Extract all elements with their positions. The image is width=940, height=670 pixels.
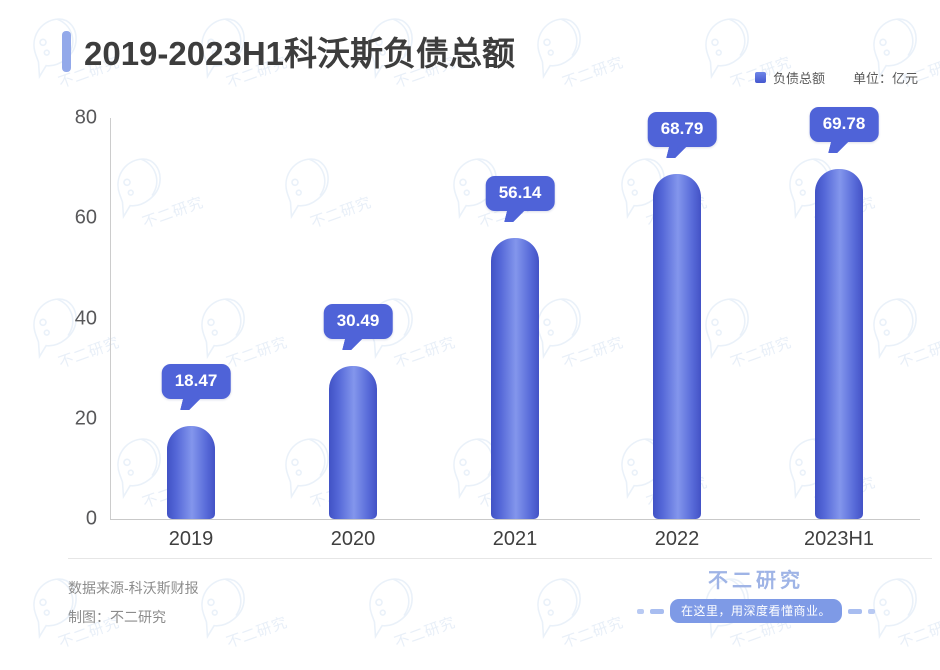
legend-swatch-icon: [754, 72, 766, 83]
bar-2021[interactable]: [491, 237, 539, 519]
data-label-2021: 56.14: [485, 175, 555, 211]
x-tick-label-2022: 2022: [654, 528, 700, 550]
legend-unit-label: 单位：亿元: [852, 71, 918, 86]
y-tick-label: 80: [74, 106, 97, 129]
data-label-2023H1: 69.78: [809, 107, 879, 143]
chart-legend: 负债总额 单位：亿元: [754, 68, 918, 87]
brand-tagline-row: 在这里，用深度看懂商业。: [637, 599, 876, 623]
chart-footer: 数据来源-科沃斯财报 制图：不二研究 不二研究 在这里，用深度看懂商业。: [0, 558, 940, 644]
x-axis-line: [110, 519, 920, 520]
x-tick-label-2019: 2019: [168, 528, 214, 550]
footer-divider: [68, 558, 932, 559]
footer-author-note: 制图：不二研究: [68, 609, 166, 625]
brand-dash-right2-icon: [868, 608, 876, 614]
legend-series-label: 负债总额: [772, 71, 825, 86]
page-title: 2019-2023H1科沃斯负债总额: [84, 35, 515, 72]
y-tick-label: 40: [74, 307, 97, 329]
brand-tagline: 在这里，用深度看懂商业。: [670, 599, 843, 623]
x-tick-label-2020: 2020: [330, 528, 376, 550]
bar-2019[interactable]: [167, 426, 215, 519]
brand-name: 不二研究: [708, 570, 804, 592]
y-axis-line: [110, 118, 111, 520]
bar-2023H1[interactable]: [815, 169, 863, 519]
data-label-2022: 68.79: [647, 112, 717, 148]
bar-2020[interactable]: [329, 366, 377, 519]
data-label-2019: 18.47: [161, 364, 231, 400]
brand-dash-left-icon: [637, 608, 644, 614]
y-tick-label: 0: [85, 507, 97, 530]
legend-item-series: 负债总额: [754, 68, 825, 87]
brand-dash-left2-icon: [650, 608, 664, 614]
title-accent-bar: [62, 31, 71, 72]
brand-dash-right-icon: [848, 608, 863, 614]
chart-header: 2019-2023H1科沃斯负债总额 负债总额 单位：亿元: [0, 0, 940, 100]
data-label-2020: 30.49: [323, 304, 393, 340]
x-tick-label-2023H1: 2023H1: [803, 528, 875, 550]
brand-logo: 不二研究 在这里，用深度看懂商业。: [637, 570, 876, 623]
bar-2022[interactable]: [653, 174, 701, 519]
footer-source-note: 数据来源-科沃斯财报: [68, 580, 199, 596]
y-tick-label: 60: [74, 206, 97, 229]
y-tick-label: 20: [74, 407, 97, 430]
x-tick-label-2021: 2021: [492, 528, 538, 550]
